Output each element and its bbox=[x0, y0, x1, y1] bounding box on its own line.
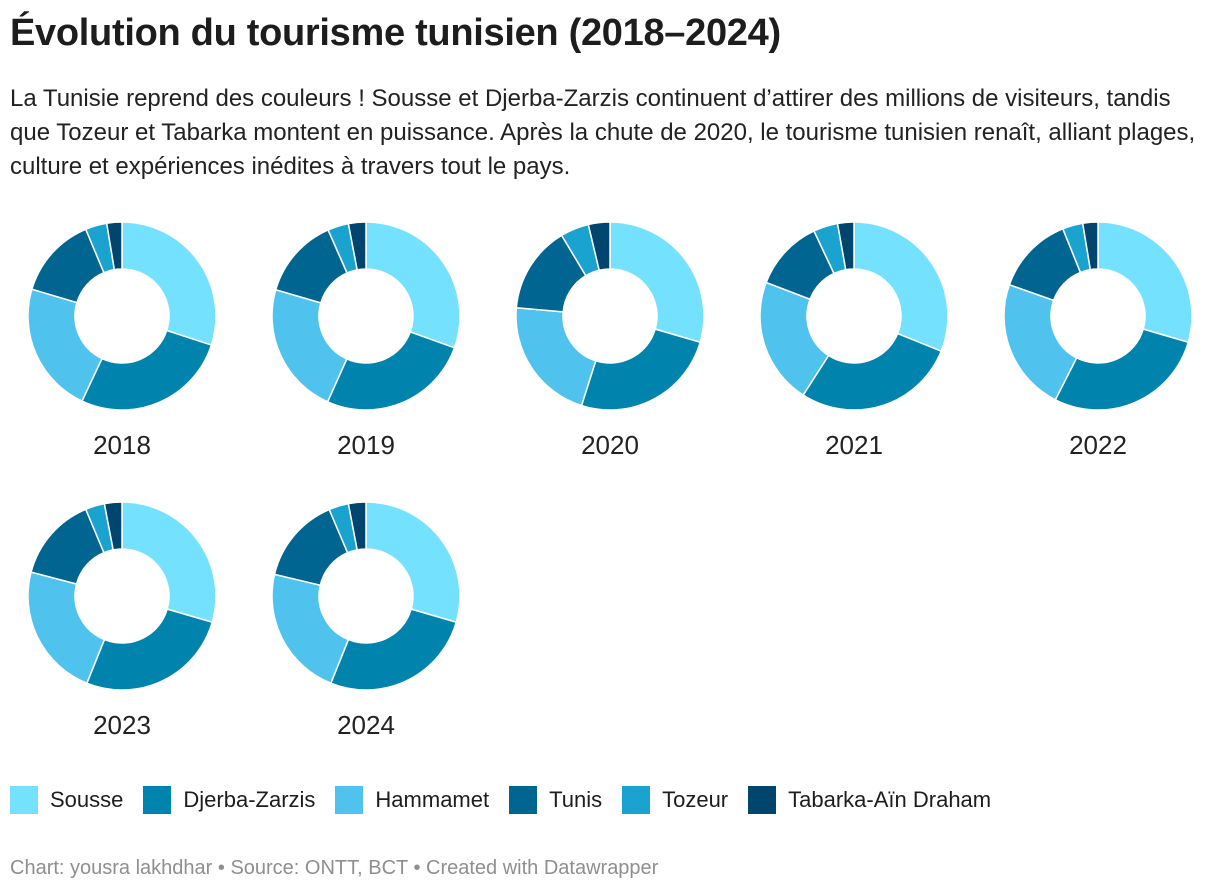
legend-label: Djerba-Zarzis bbox=[183, 787, 316, 812]
chart-title: Évolution du tourisme tunisien (2018–202… bbox=[10, 12, 781, 54]
slice-tozeur bbox=[84, 222, 116, 274]
donut-2024 bbox=[271, 501, 461, 691]
slice-tabarka-a-n-draham bbox=[347, 501, 367, 551]
slice-hammamet bbox=[1003, 283, 1078, 401]
slice-tunis bbox=[273, 508, 349, 587]
slice-sousse bbox=[365, 501, 461, 624]
slice-tunis bbox=[1008, 227, 1082, 302]
slice-sousse bbox=[121, 501, 217, 624]
slice-djerba-zarzis bbox=[80, 329, 213, 411]
slice-tozeur bbox=[560, 223, 601, 277]
slice-hammamet bbox=[759, 281, 830, 397]
year-label: 2018 bbox=[93, 430, 151, 460]
donut-2023 bbox=[27, 501, 217, 691]
slice-tozeur bbox=[84, 502, 115, 554]
year-label: 2019 bbox=[337, 430, 395, 460]
legend-swatch bbox=[748, 786, 777, 814]
chart-subtitle: La Tunisie reprend des couleurs ! Sousse… bbox=[10, 85, 1196, 180]
slice-djerba-zarzis bbox=[85, 608, 214, 691]
year-label: 2021 bbox=[825, 430, 883, 460]
slice-tabarka-a-n-draham bbox=[587, 221, 611, 272]
slice-djerba-zarzis bbox=[329, 608, 458, 691]
slice-tunis bbox=[30, 508, 105, 585]
slice-tunis bbox=[30, 228, 105, 304]
slice-tabarka-a-n-draham bbox=[347, 221, 367, 271]
slice-tozeur bbox=[812, 222, 847, 275]
legend-swatch bbox=[10, 786, 38, 814]
slice-tunis bbox=[274, 228, 349, 304]
donut-2019 bbox=[271, 221, 461, 411]
legend: Sousse Djerba-Zarzis Hammamet Tunis Tozeur Ta… bbox=[10, 786, 1011, 814]
legend-label: Tozeur bbox=[662, 787, 729, 812]
legend-swatch bbox=[335, 786, 364, 814]
legend-swatch bbox=[509, 786, 538, 814]
legend-item: Tabarka-Aïn Draham bbox=[748, 786, 991, 814]
legend-swatch bbox=[622, 786, 651, 814]
legend-label: Tabarka-Aïn Draham bbox=[788, 787, 992, 812]
slice-tabarka-a-n-draham bbox=[1081, 221, 1099, 271]
slice-hammamet bbox=[27, 288, 103, 403]
slice-hammamet bbox=[27, 571, 106, 685]
legend-item: Sousse bbox=[10, 786, 123, 814]
slice-hammamet bbox=[271, 288, 348, 403]
donut-2022 bbox=[1003, 221, 1193, 411]
slice-djerba-zarzis bbox=[326, 330, 456, 411]
slice-tunis bbox=[765, 229, 835, 301]
legend-item: Hammamet bbox=[335, 786, 489, 814]
slice-sousse bbox=[1097, 221, 1193, 344]
slice-tabarka-a-n-draham bbox=[103, 501, 123, 551]
legend-swatch bbox=[143, 786, 172, 814]
slice-sousse bbox=[609, 221, 705, 344]
slice-tunis bbox=[515, 234, 587, 313]
slice-djerba-zarzis bbox=[580, 328, 702, 411]
slice-tabarka-a-n-draham bbox=[836, 221, 855, 271]
slice-sousse bbox=[121, 221, 217, 346]
legend-label: Sousse bbox=[50, 787, 124, 812]
legend-label: Hammamet bbox=[375, 787, 490, 812]
year-label: 2022 bbox=[1069, 430, 1127, 460]
slice-hammamet bbox=[271, 573, 350, 685]
legend-item: Djerba-Zarzis bbox=[143, 786, 315, 814]
slice-tozeur bbox=[1061, 222, 1092, 274]
donut-2021 bbox=[759, 221, 949, 411]
donut-2018 bbox=[27, 221, 217, 411]
slice-tozeur bbox=[327, 222, 359, 274]
slice-sousse bbox=[365, 221, 461, 349]
slice-tozeur bbox=[328, 502, 359, 554]
slice-tabarka-a-n-draham bbox=[105, 221, 123, 271]
year-label: 2023 bbox=[93, 710, 151, 740]
footer-credit: Chart: yousra lakhdhar • Source: ONTT, B… bbox=[10, 857, 659, 879]
slice-sousse bbox=[853, 221, 949, 353]
legend-label: Tunis bbox=[549, 787, 603, 812]
slice-djerba-zarzis bbox=[802, 332, 943, 411]
legend-item: Tozeur bbox=[622, 786, 728, 814]
slice-hammamet bbox=[515, 306, 597, 407]
donut-2020 bbox=[515, 221, 705, 411]
year-label: 2024 bbox=[337, 710, 395, 740]
year-label: 2020 bbox=[581, 430, 639, 460]
legend-item: Tunis bbox=[509, 786, 602, 814]
slice-djerba-zarzis bbox=[1054, 328, 1190, 411]
